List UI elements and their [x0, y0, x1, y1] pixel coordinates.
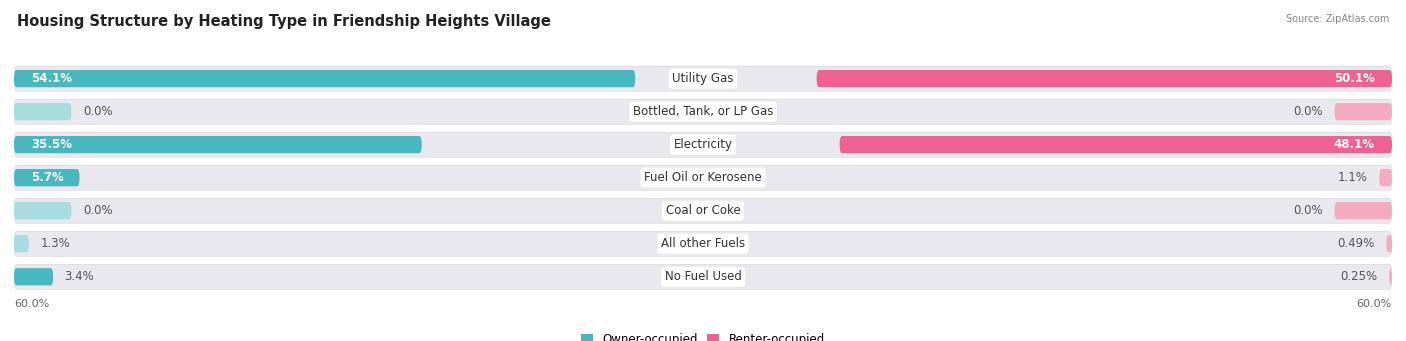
FancyBboxPatch shape	[1389, 268, 1392, 285]
Text: 48.1%: 48.1%	[1334, 138, 1375, 151]
Text: 0.0%: 0.0%	[1294, 204, 1323, 217]
Text: Source: ZipAtlas.com: Source: ZipAtlas.com	[1285, 14, 1389, 24]
Text: Housing Structure by Heating Type in Friendship Heights Village: Housing Structure by Heating Type in Fri…	[17, 14, 551, 29]
Text: 1.3%: 1.3%	[41, 237, 70, 250]
FancyBboxPatch shape	[14, 66, 1392, 91]
Text: Utility Gas: Utility Gas	[672, 72, 734, 85]
FancyBboxPatch shape	[14, 198, 1392, 223]
FancyBboxPatch shape	[1379, 169, 1392, 186]
Text: No Fuel Used: No Fuel Used	[665, 270, 741, 283]
Text: 0.0%: 0.0%	[83, 204, 112, 217]
Text: 0.0%: 0.0%	[1294, 105, 1323, 118]
Text: All other Fuels: All other Fuels	[661, 237, 745, 250]
FancyBboxPatch shape	[14, 169, 80, 186]
FancyBboxPatch shape	[14, 268, 53, 285]
FancyBboxPatch shape	[1334, 103, 1392, 120]
FancyBboxPatch shape	[839, 136, 1392, 153]
Text: 60.0%: 60.0%	[1357, 299, 1392, 309]
FancyBboxPatch shape	[14, 136, 422, 153]
FancyBboxPatch shape	[14, 103, 72, 120]
Text: 54.1%: 54.1%	[31, 72, 72, 85]
Text: 0.0%: 0.0%	[83, 105, 112, 118]
FancyBboxPatch shape	[14, 99, 1392, 124]
Text: Coal or Coke: Coal or Coke	[665, 204, 741, 217]
FancyBboxPatch shape	[14, 70, 636, 87]
Text: 3.4%: 3.4%	[65, 270, 94, 283]
Text: 60.0%: 60.0%	[14, 299, 49, 309]
FancyBboxPatch shape	[14, 264, 1392, 289]
Text: 35.5%: 35.5%	[31, 138, 72, 151]
Text: Bottled, Tank, or LP Gas: Bottled, Tank, or LP Gas	[633, 105, 773, 118]
Text: Electricity: Electricity	[673, 138, 733, 151]
Text: 1.1%: 1.1%	[1339, 171, 1368, 184]
Text: Fuel Oil or Kerosene: Fuel Oil or Kerosene	[644, 171, 762, 184]
FancyBboxPatch shape	[14, 202, 72, 219]
Text: 5.7%: 5.7%	[31, 171, 65, 184]
Text: 0.49%: 0.49%	[1337, 237, 1375, 250]
Legend: Owner-occupied, Renter-occupied: Owner-occupied, Renter-occupied	[576, 329, 830, 341]
FancyBboxPatch shape	[14, 235, 30, 252]
FancyBboxPatch shape	[14, 165, 1392, 190]
FancyBboxPatch shape	[817, 70, 1392, 87]
Text: 50.1%: 50.1%	[1334, 72, 1375, 85]
FancyBboxPatch shape	[14, 132, 1392, 157]
Text: 0.25%: 0.25%	[1340, 270, 1378, 283]
FancyBboxPatch shape	[1386, 235, 1392, 252]
FancyBboxPatch shape	[14, 231, 1392, 256]
FancyBboxPatch shape	[1334, 202, 1392, 219]
